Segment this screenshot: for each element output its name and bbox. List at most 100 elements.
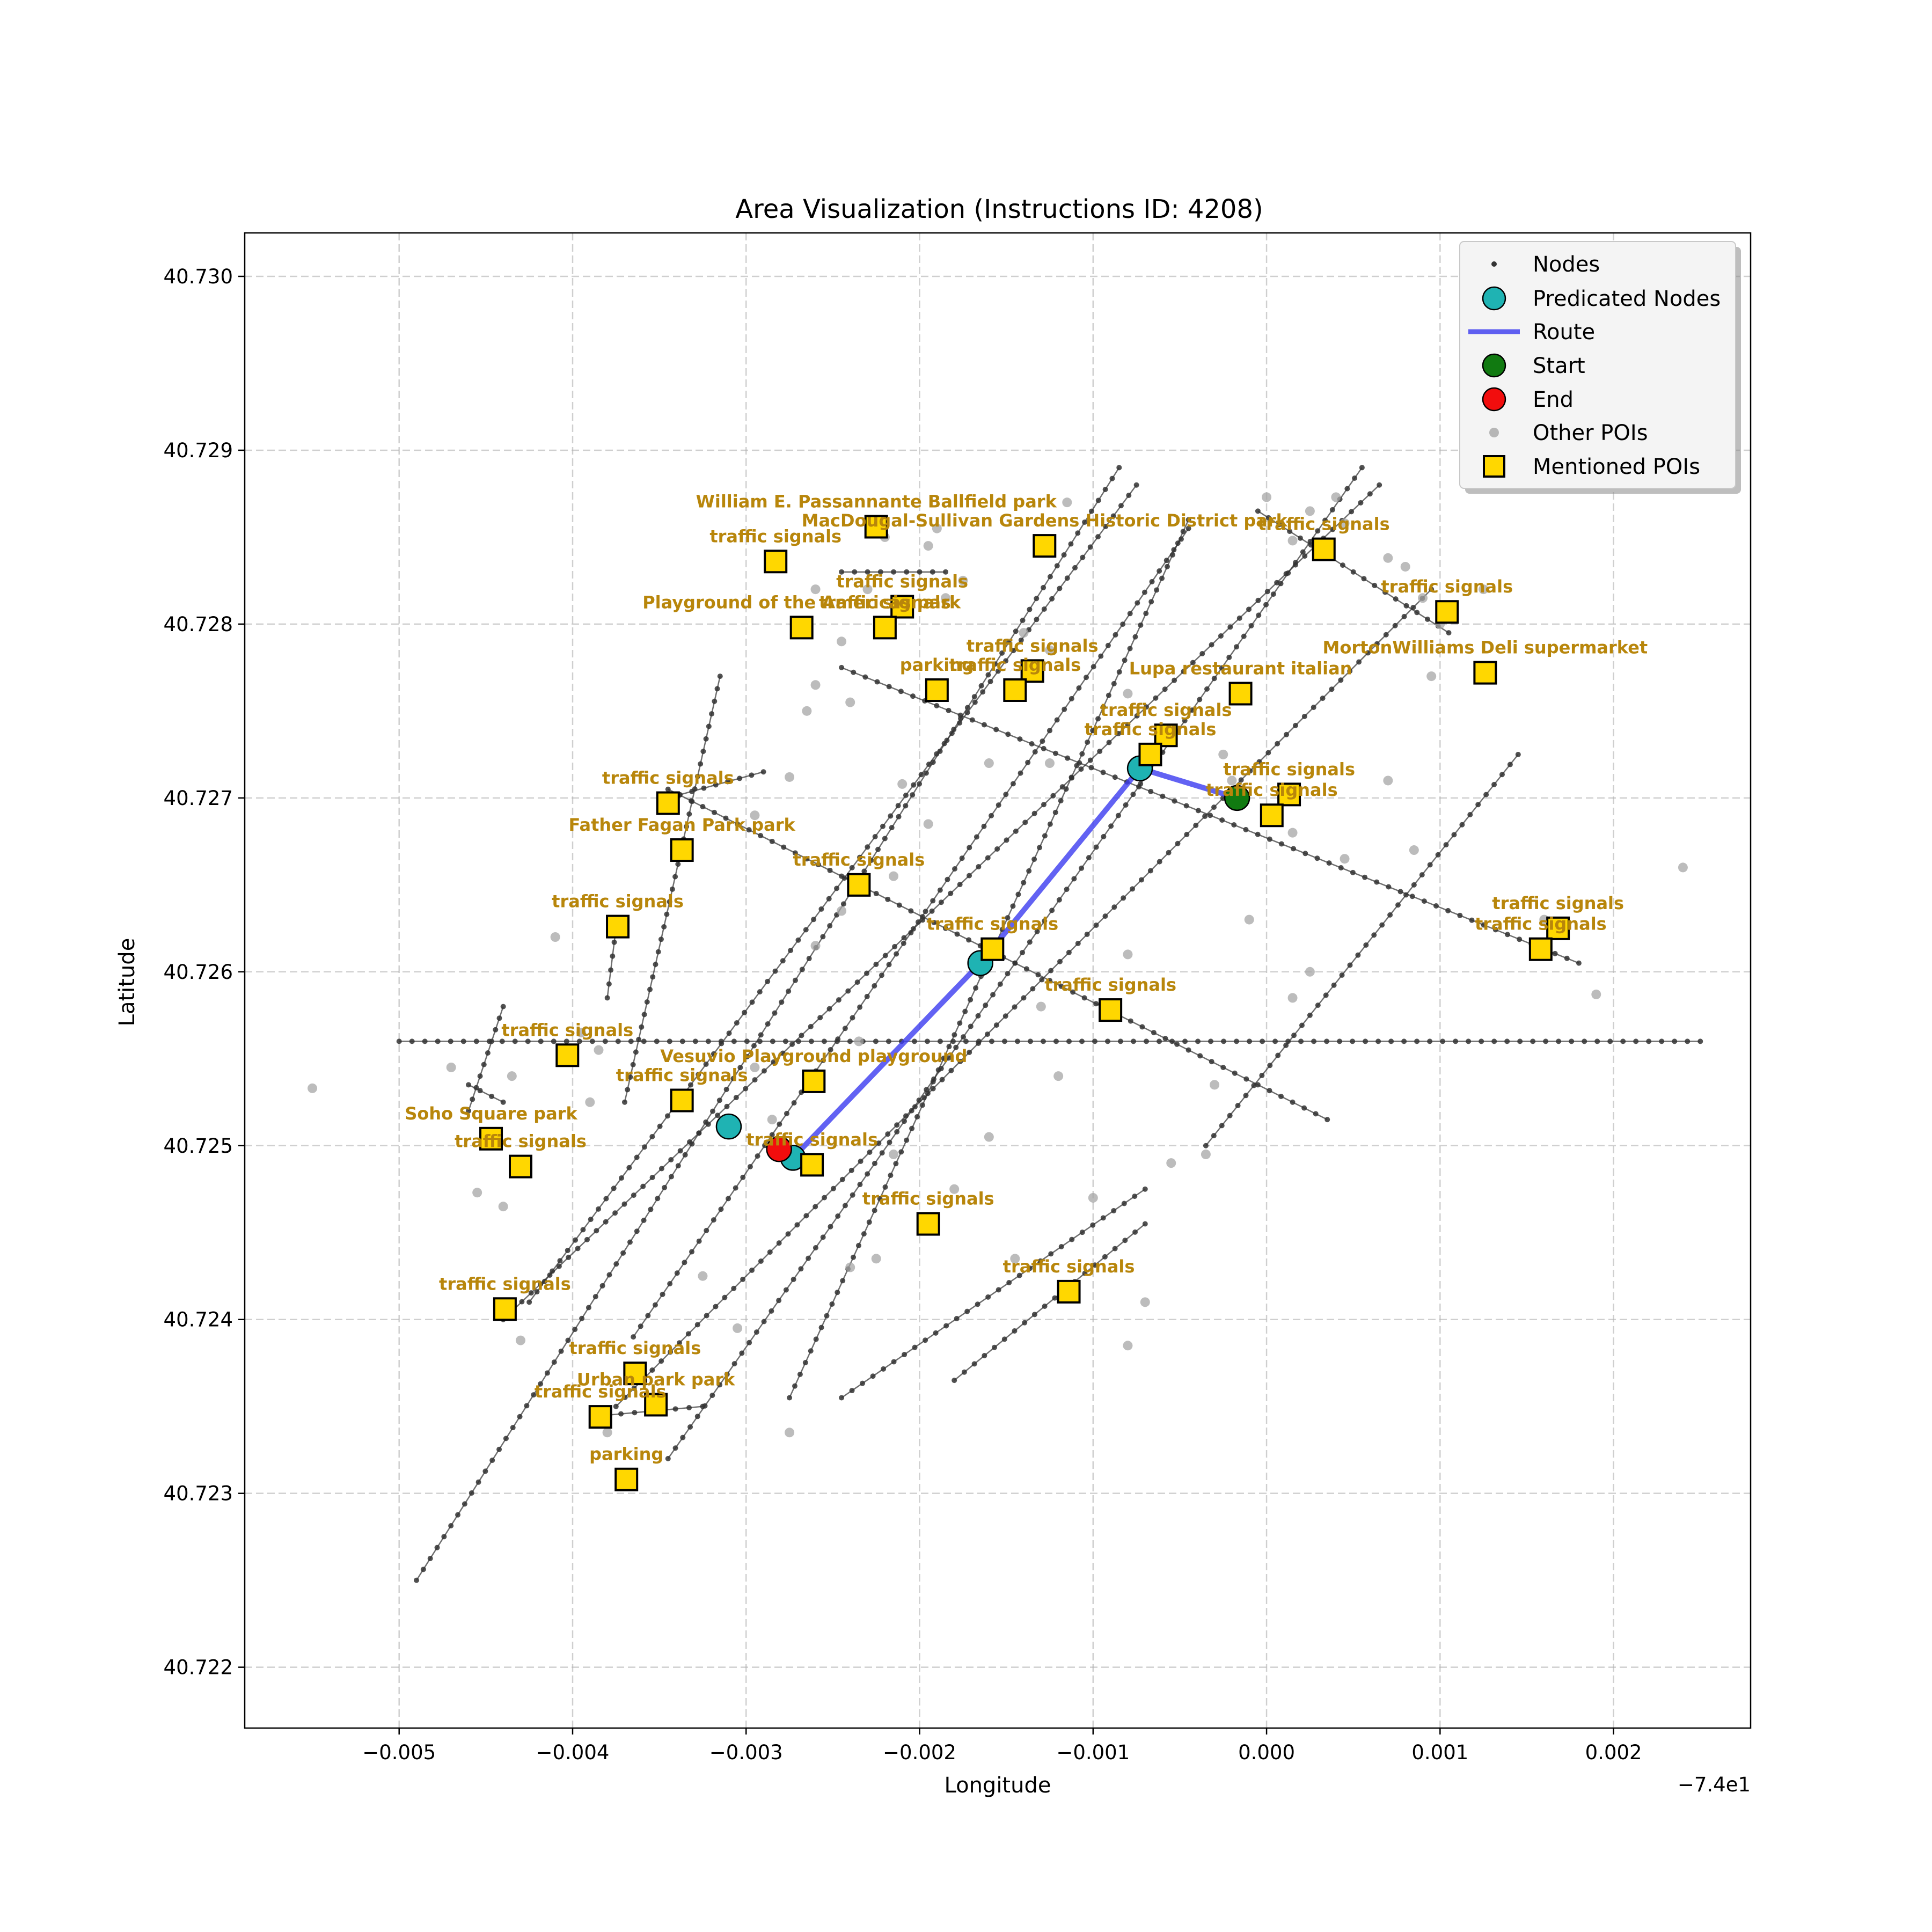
- node: [865, 844, 870, 850]
- node: [813, 1204, 818, 1210]
- node: [1115, 813, 1121, 818]
- node: [1491, 1038, 1497, 1044]
- node: [1105, 642, 1111, 648]
- node: [538, 1281, 544, 1287]
- x-offset-label: −7.4e1: [1678, 1773, 1751, 1796]
- node: [698, 761, 704, 767]
- node: [1429, 587, 1435, 592]
- node: [1047, 574, 1053, 580]
- node: [1020, 949, 1026, 955]
- node: [700, 1403, 706, 1409]
- node: [613, 1261, 619, 1267]
- node: [1300, 549, 1306, 555]
- node: [1054, 717, 1060, 723]
- node: [896, 814, 902, 819]
- node: [724, 779, 730, 785]
- node: [665, 786, 671, 792]
- poi-label: traffic signals: [709, 526, 841, 546]
- node: [834, 885, 840, 891]
- road-network: [396, 465, 1703, 1583]
- node: [820, 1234, 826, 1240]
- node: [917, 569, 923, 575]
- node: [1157, 568, 1162, 574]
- node: [704, 1227, 709, 1233]
- node: [931, 920, 937, 926]
- other-poi: [698, 1271, 708, 1281]
- node: [1080, 554, 1086, 560]
- node: [580, 1227, 586, 1233]
- node: [739, 1350, 745, 1356]
- node: [957, 712, 963, 718]
- node: [898, 1149, 904, 1155]
- node: [944, 737, 950, 743]
- node: [493, 1027, 499, 1033]
- poi-label: traffic signals: [862, 1189, 994, 1209]
- node: [1100, 704, 1106, 710]
- node: [556, 1263, 562, 1269]
- chart-title: Area Visualization (Instructions ID: 420…: [735, 194, 1263, 224]
- node: [734, 1020, 740, 1026]
- other-poi: [767, 1115, 777, 1125]
- node: [1020, 617, 1026, 623]
- mentioned-poi: [1312, 537, 1336, 561]
- node: [1065, 755, 1071, 761]
- node: [827, 867, 833, 873]
- node: [957, 1058, 963, 1064]
- node: [758, 1032, 764, 1038]
- node: [1048, 1251, 1054, 1257]
- node: [1297, 535, 1303, 541]
- node: [772, 1010, 778, 1016]
- node: [872, 834, 878, 840]
- node: [1162, 686, 1168, 692]
- node: [647, 986, 653, 992]
- node: [665, 1455, 671, 1461]
- node: [1299, 1022, 1305, 1028]
- node: [414, 1577, 420, 1583]
- node: [1377, 482, 1382, 488]
- mentioned-poi: [614, 1467, 639, 1491]
- node: [910, 792, 916, 798]
- node: [758, 1258, 764, 1264]
- node: [1256, 612, 1262, 618]
- node: [1284, 731, 1290, 737]
- node: [981, 722, 987, 728]
- node: [761, 1068, 767, 1074]
- mentioned-poi: [980, 937, 1005, 961]
- node: [1401, 1038, 1407, 1044]
- node: [662, 1184, 668, 1190]
- node: [959, 855, 965, 861]
- node: [1243, 1076, 1249, 1082]
- node: [867, 1149, 873, 1155]
- node: [713, 1304, 719, 1309]
- node: [864, 993, 870, 999]
- node: [596, 1206, 602, 1212]
- node: [1001, 1038, 1007, 1044]
- node: [496, 1015, 502, 1021]
- node: [1195, 1038, 1201, 1044]
- poi-label: Vesuvio Playground playground: [660, 1046, 967, 1066]
- node: [849, 865, 855, 870]
- node: [1556, 1038, 1562, 1044]
- node: [889, 825, 895, 831]
- node: [1211, 1133, 1217, 1139]
- node: [1184, 831, 1190, 837]
- other-poi: [1201, 1149, 1211, 1159]
- node: [655, 1196, 661, 1202]
- node: [780, 1050, 786, 1056]
- node: [1409, 894, 1415, 899]
- node: [716, 1097, 722, 1103]
- node: [1195, 808, 1201, 814]
- other-poi: [498, 1202, 508, 1212]
- node: [861, 1231, 867, 1237]
- node: [1314, 855, 1320, 861]
- node: [788, 948, 794, 954]
- node: [654, 1038, 660, 1044]
- node: [985, 672, 991, 678]
- node: [882, 836, 888, 841]
- node: [1189, 707, 1195, 713]
- node: [1034, 596, 1040, 602]
- node: [655, 949, 661, 955]
- node: [1466, 1038, 1472, 1044]
- node: [887, 1139, 892, 1145]
- node: [1001, 1336, 1007, 1342]
